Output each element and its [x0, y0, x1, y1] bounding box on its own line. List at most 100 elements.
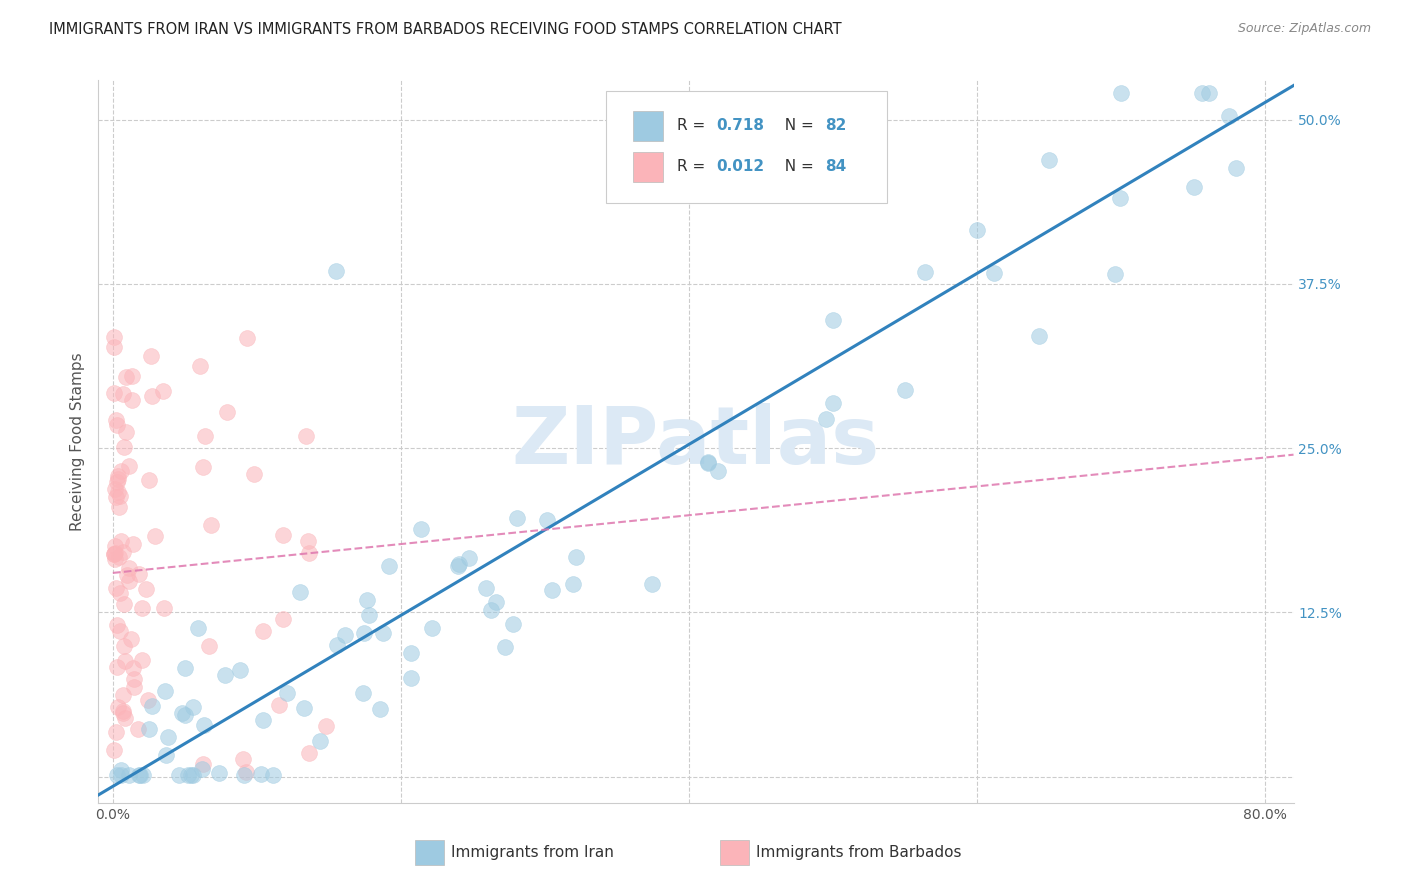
- Point: [232, 768, 254, 782]
- Point: [107, 484, 129, 499]
- Point: [1028, 328, 1050, 343]
- Point: [104, 546, 127, 560]
- Point: [252, 713, 274, 727]
- Point: [121, 392, 143, 407]
- FancyBboxPatch shape: [606, 91, 887, 203]
- Point: [105, 413, 128, 427]
- Point: [200, 518, 222, 533]
- Point: [309, 734, 332, 748]
- Point: [103, 385, 125, 400]
- Point: [181, 700, 204, 714]
- Point: [484, 595, 506, 609]
- Point: [112, 706, 135, 721]
- Point: [108, 550, 131, 565]
- Point: [105, 768, 128, 782]
- Point: [823, 313, 845, 327]
- Point: [105, 660, 128, 674]
- Point: [565, 549, 588, 564]
- Point: [141, 349, 163, 363]
- Point: [157, 731, 180, 745]
- Point: [110, 768, 132, 782]
- Point: [706, 464, 728, 478]
- Point: [114, 639, 136, 653]
- Point: [138, 722, 160, 736]
- Point: [271, 528, 294, 542]
- Point: [131, 601, 153, 615]
- Point: [115, 568, 138, 582]
- Point: [1109, 87, 1132, 101]
- Point: [697, 456, 720, 470]
- Point: [107, 700, 129, 714]
- Point: [105, 724, 128, 739]
- Text: R =: R =: [676, 119, 710, 133]
- Point: [117, 561, 139, 575]
- Point: [914, 265, 936, 279]
- Point: [114, 425, 136, 439]
- Point: [191, 459, 214, 474]
- Point: [103, 547, 125, 561]
- Point: [194, 429, 217, 443]
- Point: [111, 386, 134, 401]
- Text: N =: N =: [775, 160, 818, 175]
- Point: [1109, 191, 1132, 205]
- Text: Immigrants from Iran: Immigrants from Iran: [451, 845, 614, 860]
- Point: [104, 539, 127, 553]
- Y-axis label: Receiving Food Stamps: Receiving Food Stamps: [69, 352, 84, 531]
- Point: [276, 686, 298, 700]
- Point: [1038, 153, 1060, 167]
- Point: [174, 661, 197, 675]
- Point: [105, 475, 128, 489]
- Point: [169, 768, 191, 782]
- Point: [252, 624, 274, 639]
- Point: [502, 617, 524, 632]
- Point: [352, 686, 374, 700]
- Point: [105, 418, 128, 433]
- Point: [399, 671, 422, 685]
- Text: 0.718: 0.718: [716, 119, 765, 133]
- Point: [420, 621, 443, 635]
- Point: [118, 458, 141, 473]
- Point: [370, 702, 392, 716]
- Bar: [633, 152, 662, 182]
- Point: [176, 768, 198, 782]
- Point: [191, 756, 214, 771]
- Point: [641, 577, 664, 591]
- Point: [821, 395, 844, 409]
- Point: [110, 464, 132, 478]
- Bar: [720, 840, 748, 865]
- Point: [235, 765, 257, 780]
- Point: [104, 552, 127, 566]
- Point: [479, 603, 502, 617]
- Point: [131, 653, 153, 667]
- Text: ZIPatlas: ZIPatlas: [512, 402, 880, 481]
- Point: [103, 743, 125, 757]
- Point: [103, 330, 125, 344]
- Point: [198, 639, 221, 653]
- Point: [207, 766, 229, 780]
- Point: [815, 412, 838, 426]
- Point: [114, 711, 136, 725]
- Point: [103, 547, 125, 561]
- Point: [217, 405, 239, 419]
- Point: [356, 592, 378, 607]
- Point: [108, 624, 131, 638]
- Point: [536, 513, 558, 527]
- Point: [541, 582, 564, 597]
- Point: [262, 768, 284, 782]
- Bar: [633, 111, 662, 141]
- Point: [297, 533, 319, 548]
- Point: [118, 768, 141, 782]
- Point: [271, 612, 294, 626]
- Point: [112, 688, 135, 702]
- Point: [229, 663, 252, 677]
- Point: [188, 359, 211, 373]
- Point: [114, 654, 136, 668]
- Point: [298, 546, 321, 560]
- Point: [107, 472, 129, 486]
- Point: [103, 340, 125, 354]
- Point: [232, 751, 254, 765]
- Point: [187, 621, 209, 635]
- Point: [214, 667, 236, 681]
- Point: [325, 264, 347, 278]
- Point: [112, 598, 135, 612]
